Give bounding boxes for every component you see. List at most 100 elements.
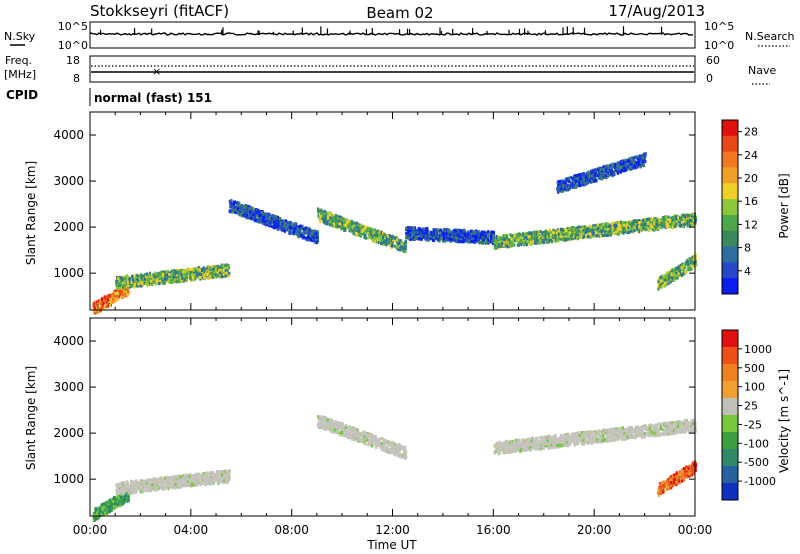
range-cell: [635, 160, 638, 164]
range-cell: [560, 234, 563, 238]
range-cell: [686, 214, 689, 218]
range-cell: [663, 217, 666, 221]
range-cell: [351, 222, 354, 225]
range-cell: [492, 230, 495, 234]
range-cell: [394, 236, 397, 240]
range-cell: [175, 273, 178, 277]
range-cell: [194, 267, 197, 271]
range-cell: [331, 221, 334, 225]
range-cell: [156, 279, 159, 283]
range-cell: [622, 162, 625, 166]
range-cell: [546, 240, 549, 244]
range-cell: [117, 296, 121, 300]
range-cell: [441, 232, 444, 236]
range-cell: [322, 210, 325, 214]
range-cell: [253, 211, 256, 215]
range-cell: [606, 229, 609, 233]
range-cell: [287, 228, 290, 231]
range-cell: [183, 278, 187, 282]
range-cell: [483, 232, 486, 236]
range-cell: [577, 225, 580, 229]
range-cell: [573, 179, 576, 183]
range-cell: [115, 295, 118, 299]
range-cell: [377, 237, 380, 241]
range-cell: [399, 245, 403, 249]
range-cell: [599, 228, 602, 232]
range-cell: [628, 230, 631, 234]
range-cell: [122, 285, 125, 289]
range-cell: [574, 234, 577, 238]
range-cell: [636, 165, 639, 169]
range-cell: [640, 218, 644, 222]
range-cell: [199, 277, 202, 281]
range-cell: [227, 263, 230, 267]
range-cell: [682, 217, 685, 221]
range-cell: [169, 270, 172, 274]
range-cell: [455, 238, 458, 242]
range-cell: [638, 230, 641, 234]
range-cell: [109, 304, 112, 307]
range-cell: [397, 241, 400, 245]
range-cell: [636, 228, 639, 232]
range-cell: [159, 275, 162, 279]
range-cell: [663, 216, 666, 219]
range-cell: [626, 231, 629, 235]
range-cell: [457, 239, 460, 243]
range-cell: [414, 230, 417, 234]
range-cell: [236, 209, 240, 213]
range-cell: [211, 267, 214, 271]
range-cell: [644, 226, 647, 230]
range-cell: [180, 278, 183, 282]
range-cell: [117, 289, 120, 293]
range-cell: [111, 297, 114, 301]
range-cell: [523, 243, 526, 247]
range-cell: [352, 221, 355, 225]
range-cell: [559, 230, 562, 234]
range-cell: [524, 234, 527, 238]
range-cell: [424, 232, 428, 236]
range-cell: [366, 236, 369, 240]
range-cell: [229, 205, 232, 209]
range-cell: [357, 228, 360, 232]
range-cell: [104, 298, 107, 302]
range-cell: [555, 232, 558, 236]
range-cell: [109, 297, 112, 301]
range-cell: [131, 275, 134, 279]
range-cell: [402, 249, 405, 253]
range-cell: [420, 235, 424, 239]
range-cell: [405, 232, 408, 235]
range-cell: [544, 229, 547, 233]
nsearch-label: N.Search: [745, 30, 795, 43]
range-cell: [334, 220, 337, 224]
range-cell: [120, 287, 123, 291]
range-cell: [470, 240, 473, 244]
range-cell: [370, 231, 373, 235]
range-cell: [297, 234, 300, 238]
range-cell: [280, 228, 283, 232]
range-cell: [377, 241, 380, 245]
range-cell: [198, 275, 201, 279]
range-cell: [406, 226, 410, 230]
range-cell: [459, 236, 462, 240]
range-cell: [335, 225, 338, 229]
range-cell: [466, 230, 469, 234]
range-cell: [575, 226, 578, 230]
range-cell: [614, 230, 618, 234]
range-cell: [263, 219, 266, 223]
range-cell: [263, 216, 266, 220]
range-cell: [124, 278, 128, 282]
range-cell: [122, 291, 125, 295]
range-cell: [233, 206, 236, 210]
range-cell: [610, 226, 613, 230]
range-cell: [590, 174, 593, 178]
range-cell: [563, 231, 567, 235]
range-cell: [619, 228, 622, 231]
range-cell: [540, 236, 543, 240]
range-cell: [672, 226, 675, 229]
range-cell: [623, 223, 626, 227]
range-cell: [663, 220, 666, 224]
range-cell: [363, 236, 366, 240]
range-cell: [364, 232, 367, 236]
range-cell: [526, 239, 529, 243]
range-cell: [415, 228, 418, 232]
